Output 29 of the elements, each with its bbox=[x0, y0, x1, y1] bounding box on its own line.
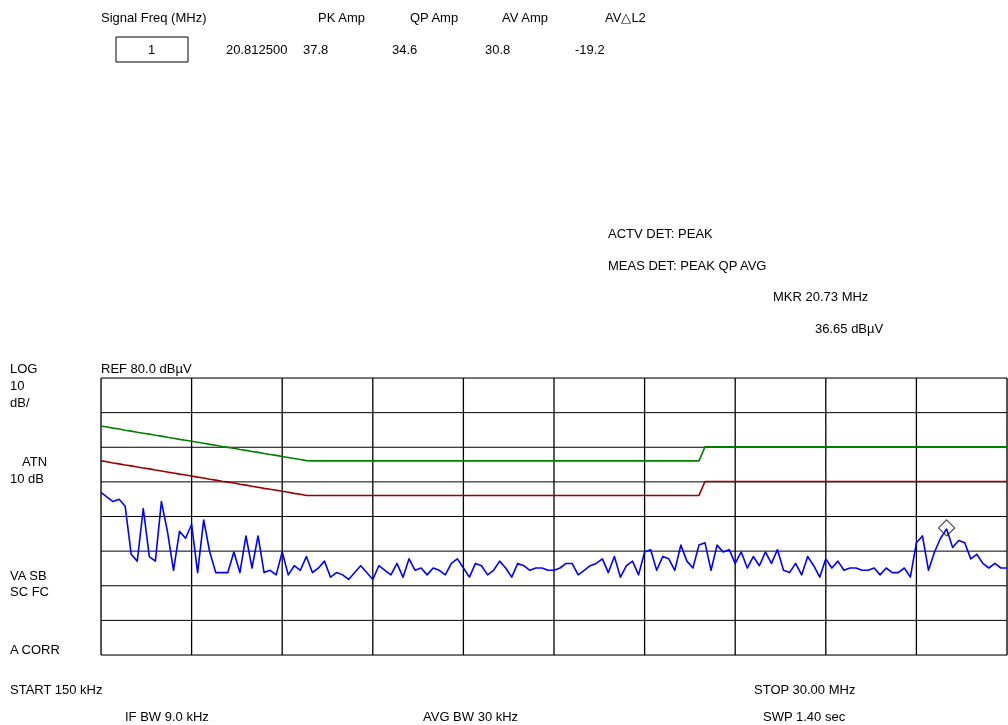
text: 30.8 bbox=[485, 42, 511, 57]
text: QP Amp bbox=[410, 10, 459, 25]
text: 10 bbox=[10, 378, 25, 393]
text: 36.65 dBµV bbox=[815, 321, 884, 336]
text: ACTV DET: PEAK bbox=[608, 226, 714, 241]
text: -19.2 bbox=[575, 42, 605, 57]
text: PK Amp bbox=[318, 10, 365, 25]
text: A CORR bbox=[10, 642, 60, 657]
text: SC FC bbox=[10, 584, 49, 599]
text: 1 bbox=[148, 42, 156, 57]
text: AVG BW 30 kHz bbox=[423, 709, 519, 724]
text: IF BW 9.0 kHz bbox=[125, 709, 209, 724]
text: dB/ bbox=[10, 395, 30, 410]
text: 10 dB bbox=[10, 471, 44, 486]
text: Signal Freq (MHz) bbox=[101, 10, 207, 25]
text: MKR 20.73 MHz bbox=[773, 289, 869, 304]
text: MEAS DET: PEAK QP AVG bbox=[608, 258, 767, 273]
text: 20.812500 bbox=[226, 42, 288, 57]
text: 37.8 bbox=[303, 42, 329, 57]
text: 34.6 bbox=[392, 42, 418, 57]
text: VA SB bbox=[10, 568, 47, 583]
text: SWP 1.40 sec bbox=[763, 709, 846, 724]
text: LOG bbox=[10, 361, 38, 376]
text: AV Amp bbox=[502, 10, 549, 25]
text: AV△L2 bbox=[605, 10, 646, 25]
text: STOP 30.00 MHz bbox=[754, 682, 856, 697]
text: REF 80.0 dBµV bbox=[101, 361, 192, 376]
text: ATN bbox=[22, 454, 48, 469]
text: START 150 kHz bbox=[10, 682, 103, 697]
